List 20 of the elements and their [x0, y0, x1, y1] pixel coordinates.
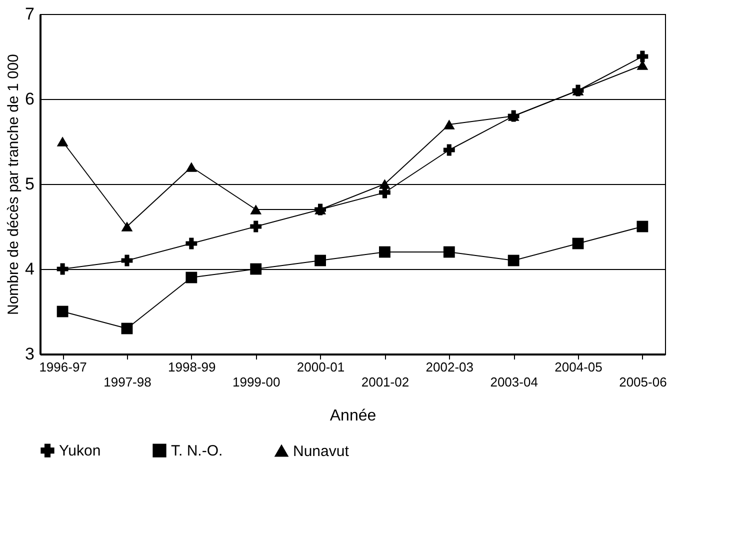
x-tick-label: 2005-06	[619, 374, 667, 390]
x-tick-label: 1997-98	[104, 374, 152, 390]
x-axis-title: Année	[330, 408, 376, 424]
y-tick-label: 4	[25, 260, 34, 278]
legend-label: Nunavut	[293, 442, 350, 460]
legend-label: Yukon	[59, 442, 101, 460]
legend-label: T. N.-O.	[171, 442, 223, 460]
x-tick-label: 2001-02	[361, 374, 410, 390]
x-tick-label: 2002-03	[426, 360, 474, 374]
y-tick-label: 7	[25, 4, 34, 24]
y-tick-label: 6	[25, 90, 34, 108]
x-tick-label: 1996-97	[39, 360, 87, 374]
x-tick-label: 2000-01	[296, 360, 345, 374]
y-tick-label: 3	[25, 344, 34, 364]
y-tick-label: 5	[25, 174, 34, 194]
x-tick-label: 1998-99	[168, 360, 216, 374]
x-tick-label: 2004-05	[554, 360, 602, 374]
x-tick-label: 1999-00	[232, 374, 280, 390]
x-tick-label: 2003-04	[490, 374, 538, 390]
y-axis-title: Nombre de décès par tranche de 1 000	[5, 54, 22, 315]
